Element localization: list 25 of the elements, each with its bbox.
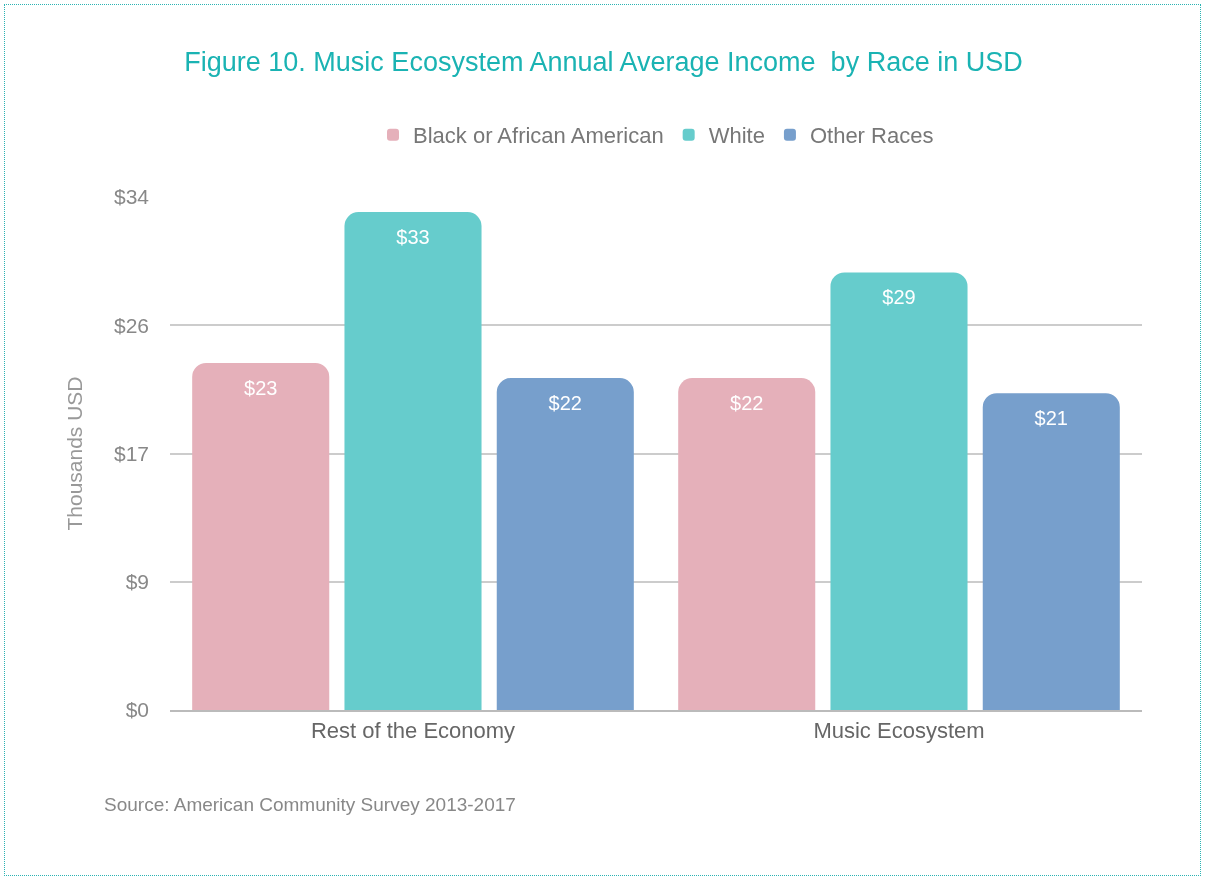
y-axis-title: Thousands USD [63, 376, 87, 531]
data-label: $22 [548, 392, 582, 415]
data-label: $23 [244, 376, 278, 399]
data-label: $21 [1034, 407, 1068, 430]
bar [830, 272, 968, 710]
y-tick-label: $0 [125, 698, 149, 722]
x-tick-label: Rest of the Economy [310, 718, 516, 744]
y-tick-label: $9 [125, 570, 149, 594]
bar [344, 212, 482, 710]
y-tick-label: $17 [113, 441, 149, 465]
legend-label: Other Races [809, 123, 934, 149]
bar [496, 378, 634, 710]
x-tick-label: Music Ecosystem [813, 718, 985, 744]
bar [982, 393, 1120, 710]
y-tick-label: $34 [113, 185, 150, 209]
data-label: $22 [730, 392, 764, 415]
source-note: Source: American Community Survey 2013-2017 [104, 794, 516, 815]
bar [192, 362, 330, 710]
data-label: $33 [396, 226, 430, 249]
y-tick-label: $26 [113, 313, 149, 337]
data-label: $29 [882, 286, 916, 309]
chart-title: Figure 10. Music Ecosystem Annual Average Income by Race in USD [184, 47, 1023, 78]
legend-label: Black or African American [413, 123, 664, 149]
legend-label: White [708, 123, 765, 149]
bar [678, 378, 816, 710]
